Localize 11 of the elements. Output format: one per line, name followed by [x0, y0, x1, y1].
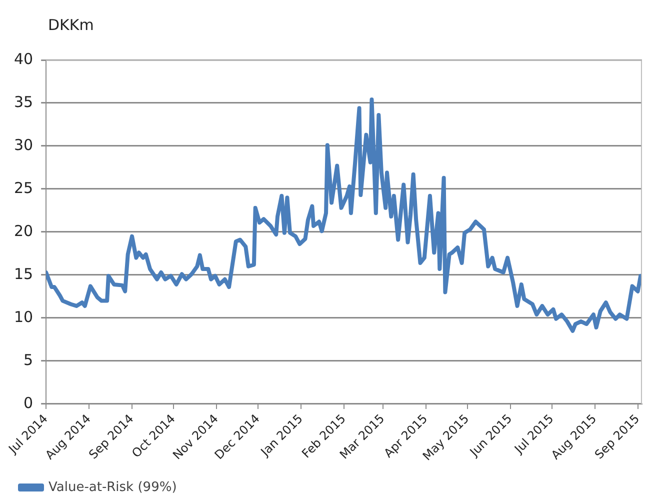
- y-tick-label: 0: [24, 394, 34, 412]
- y-axis-title: DKKm: [48, 16, 94, 34]
- legend-label: Value-at-Risk (99%): [48, 480, 177, 495]
- y-tick-label: 25: [14, 178, 34, 197]
- y-tick-label: 35: [14, 92, 34, 111]
- y-tick-label: 15: [14, 264, 34, 283]
- y-tick-label: 20: [14, 222, 34, 240]
- y-tick-label: 5: [24, 350, 34, 369]
- y-tick-label: 10: [14, 308, 34, 326]
- y-tick-label: 40: [14, 50, 34, 68]
- y-tick-label: 30: [14, 136, 34, 154]
